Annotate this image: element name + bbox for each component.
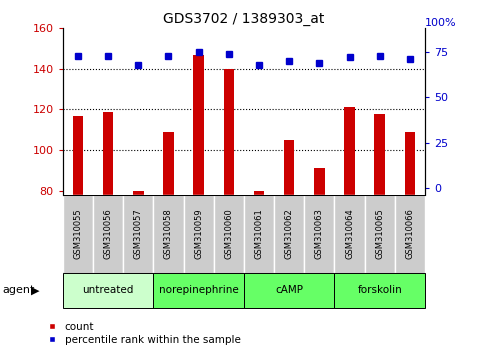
Bar <box>103 112 114 353</box>
Text: GSM310065: GSM310065 <box>375 208 384 259</box>
Bar <box>244 195 274 273</box>
Text: ▶: ▶ <box>31 285 40 295</box>
Bar <box>374 114 385 353</box>
Bar <box>314 168 325 353</box>
Text: agent: agent <box>2 285 35 295</box>
Bar <box>365 195 395 273</box>
Text: GSM310055: GSM310055 <box>73 208 83 259</box>
Text: GSM310057: GSM310057 <box>134 208 143 259</box>
Bar <box>123 195 154 273</box>
Bar <box>72 115 83 353</box>
Bar <box>395 195 425 273</box>
Bar <box>334 273 425 308</box>
Bar <box>154 195 184 273</box>
Legend: count, percentile rank within the sample: count, percentile rank within the sample <box>44 317 245 349</box>
Text: norepinephrine: norepinephrine <box>159 285 239 295</box>
Bar <box>93 195 123 273</box>
Text: untreated: untreated <box>83 285 134 295</box>
Bar <box>344 108 355 353</box>
Bar <box>63 273 154 308</box>
Bar <box>213 195 244 273</box>
Text: GSM310060: GSM310060 <box>224 208 233 259</box>
Bar <box>154 273 244 308</box>
Bar <box>224 69 234 353</box>
Text: GSM310062: GSM310062 <box>284 208 294 259</box>
Text: forskolin: forskolin <box>357 285 402 295</box>
Text: GSM310063: GSM310063 <box>315 208 324 259</box>
Text: GSM310059: GSM310059 <box>194 208 203 259</box>
Bar <box>284 140 295 353</box>
Bar <box>63 195 93 273</box>
Text: 100%: 100% <box>425 18 456 28</box>
Bar <box>405 132 415 353</box>
Text: GSM310061: GSM310061 <box>255 208 264 259</box>
Bar <box>133 191 143 353</box>
Text: cAMP: cAMP <box>275 285 303 295</box>
Text: GSM310056: GSM310056 <box>103 208 113 259</box>
Text: GSM310066: GSM310066 <box>405 208 414 259</box>
Bar <box>254 191 264 353</box>
Text: GSM310064: GSM310064 <box>345 208 354 259</box>
Text: GSM310058: GSM310058 <box>164 208 173 259</box>
Bar <box>163 132 174 353</box>
Bar <box>193 55 204 353</box>
Title: GDS3702 / 1389303_at: GDS3702 / 1389303_at <box>163 12 325 26</box>
Bar <box>184 195 213 273</box>
Bar <box>274 195 304 273</box>
Bar <box>334 195 365 273</box>
Bar <box>304 195 334 273</box>
Bar <box>244 273 334 308</box>
